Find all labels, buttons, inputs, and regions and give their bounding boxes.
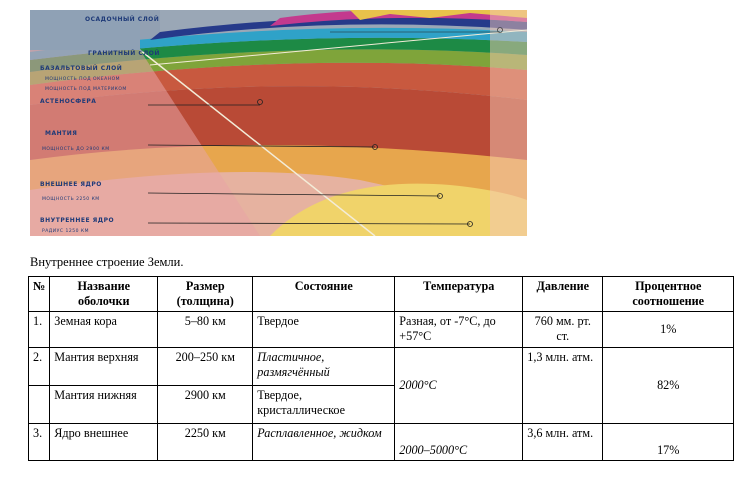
figure-caption: Внутреннее строение Земли. <box>30 255 184 269</box>
cell-name: Мантия верхняя <box>49 347 159 386</box>
sublabel-ocean-thickness: МОЩНОСТЬ ПОД ОКЕАНОМ <box>45 76 120 82</box>
header-state: Состояние <box>252 276 396 312</box>
cell-pressure: 760 мм. рт. ст. <box>522 311 604 348</box>
cell-name: Мантия нижняя <box>49 385 159 424</box>
cell-num: 2. <box>27 347 51 386</box>
label-granite-layer: ГРАНИТНЫЙ СЛОЙ <box>88 49 160 57</box>
header-size: Размер (толщина) <box>157 276 254 312</box>
cell-state: Пластичное, размягчённый <box>252 347 396 386</box>
label-inner-core: ВНУТРЕННЕЕ ЯДРО <box>40 217 114 224</box>
sublabel-mantle-thickness: МОЩНОСТЬ ДО 2900 КМ <box>42 146 110 152</box>
cell-size: 5–80 км <box>157 311 254 348</box>
table-row: 1. Земная кора 5–80 км Твердое Разная, о… <box>27 311 735 348</box>
sublabel-inner-core-radius: РАДИУС 1250 КМ <box>42 228 89 234</box>
cell-percent: 17% <box>602 423 735 461</box>
table-header-row: № Название оболочки Размер (толщина) Сос… <box>27 276 735 312</box>
earth-layers-illustration: ОСАДОЧНЫЙ СЛОЙ ГРАНИТНЫЙ СЛОЙ БАЗАЛЬТОВЫ… <box>30 10 527 236</box>
sublabel-continent-thickness: МОЩНОСТЬ ПОД МАТЕРИКОМ <box>45 86 127 92</box>
cell-pressure: 3,6 млн. атм. <box>522 423 604 461</box>
label-basalt-layer: БАЗАЛЬТОВЫЙ СЛОЙ <box>40 64 122 72</box>
sublabel-outer-core-thickness: МОЩНОСТЬ 2250 КМ <box>42 196 100 202</box>
cell-percent: 1% <box>602 311 735 348</box>
cell-state: Твердое <box>252 311 396 348</box>
header-num: № <box>27 276 51 312</box>
table-row: Мантия нижняя 2900 км Твердое, кристалли… <box>27 385 734 424</box>
label-outer-core: ВНЕШНЕЕ ЯДРО <box>40 181 102 188</box>
cell-num <box>27 385 51 424</box>
cell-size: 2900 км <box>157 385 254 424</box>
earth-layers-table: № Название оболочки Размер (толщина) Сос… <box>27 276 735 461</box>
label-sedimentary-layer: ОСАДОЧНЫЙ СЛОЙ <box>85 15 159 23</box>
cell-temperature: 2000–5000°С <box>394 423 524 461</box>
header-name: Название оболочки <box>49 276 159 312</box>
cell-temperature: 2000°С <box>394 347 524 424</box>
header-pressure: Давление <box>522 276 604 312</box>
table-row: 3. Ядро внешнее 2250 км Расплавленное, ж… <box>27 423 735 461</box>
cell-temperature: Разная, от -7°С, до +57°С <box>394 311 524 348</box>
cell-size: 200–250 км <box>157 347 254 386</box>
cell-num: 1. <box>27 311 51 348</box>
table-row: 2. Мантия верхняя 200–250 км Пластичное,… <box>27 347 735 424</box>
label-mantle: МАНТИЯ <box>45 130 77 137</box>
cell-state: Твердое, кристаллическое <box>252 385 396 424</box>
earth-structure-figure: ОСАДОЧНЫЙ СЛОЙ ГРАНИТНЫЙ СЛОЙ БАЗАЛЬТОВЫ… <box>30 10 527 236</box>
cell-name: Ядро внешнее <box>49 423 159 461</box>
cell-state: Расплавленное, жидком <box>252 423 396 461</box>
header-percent: Процентное соотношение <box>602 276 735 312</box>
label-asthenosphere: АСТЕНОСФЕРА <box>40 98 96 105</box>
cell-percent: 82% <box>602 347 735 424</box>
cell-num: 3. <box>27 423 51 461</box>
cell-pressure: 1,3 млн. атм. <box>522 347 604 424</box>
cell-size: 2250 км <box>157 423 254 461</box>
cell-name: Земная кора <box>49 311 159 348</box>
header-temperature: Температура <box>394 276 524 312</box>
